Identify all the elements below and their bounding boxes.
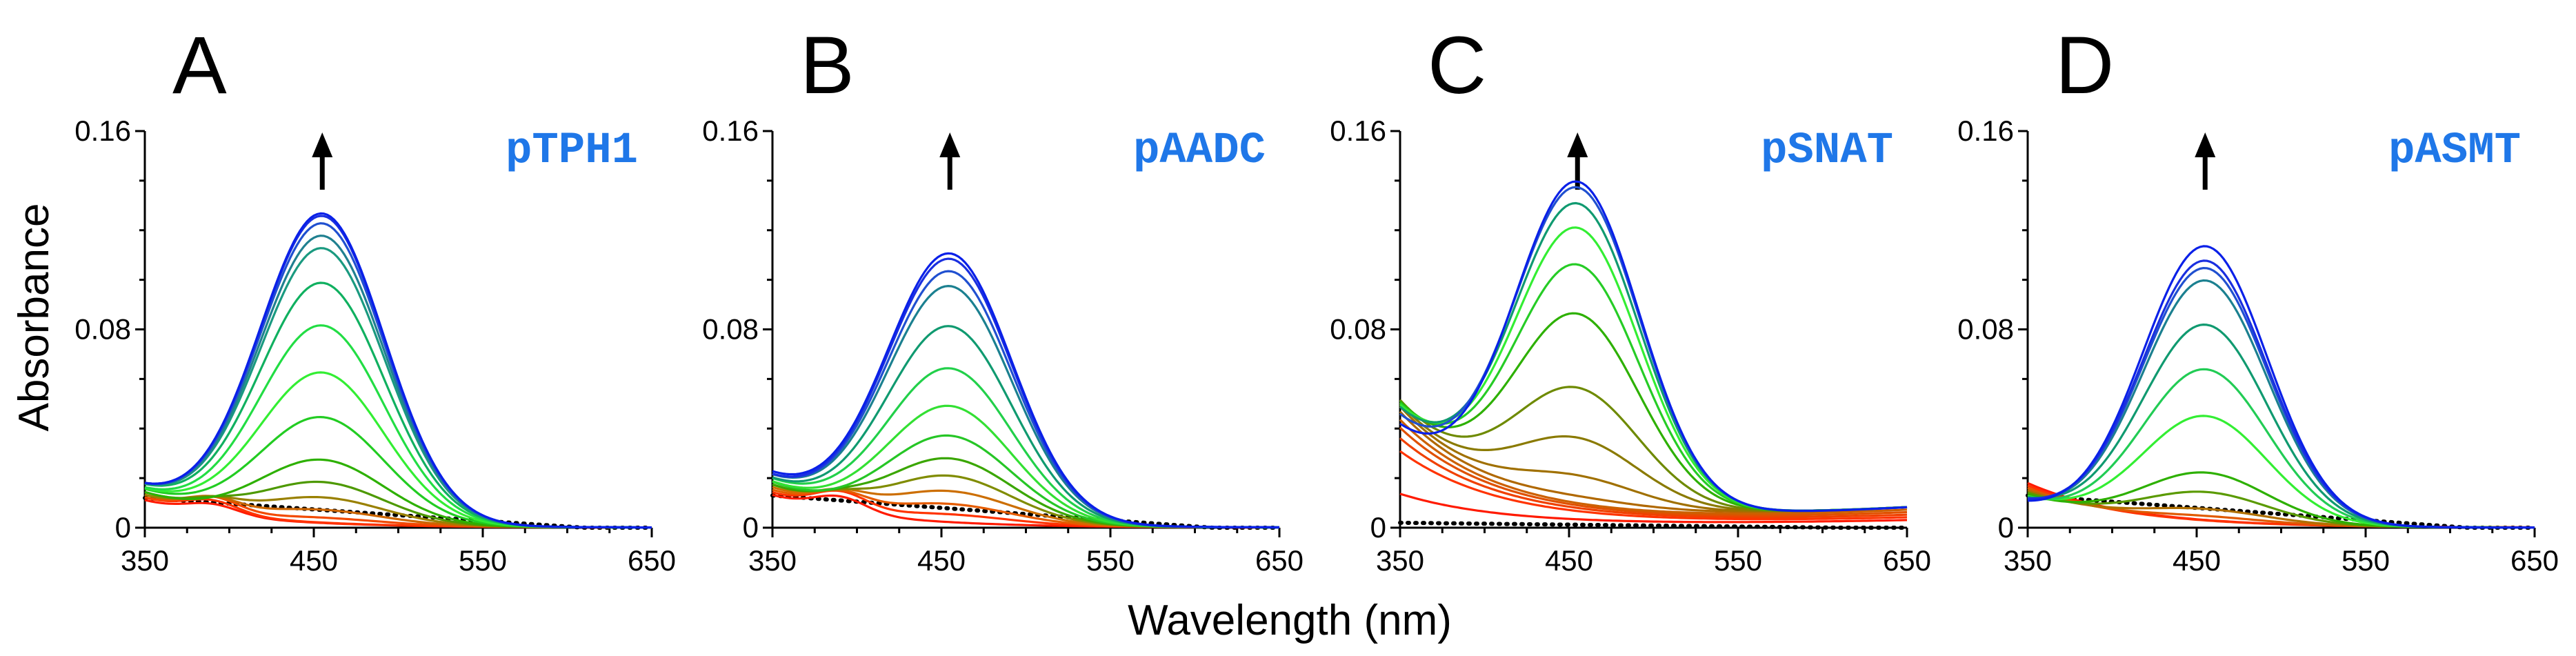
up-arrow-icon	[1567, 132, 1588, 157]
x-tick-label: 350	[2004, 544, 2052, 577]
x-tick-label: 650	[628, 544, 676, 577]
x-tick-label: 550	[459, 544, 507, 577]
y-axis-title: Absorbance	[10, 203, 58, 432]
x-tick-label: 350	[748, 544, 797, 577]
panel-tag: pASMT	[2388, 126, 2521, 176]
x-tick-label: 350	[1376, 544, 1424, 577]
spectrum-series-15	[1399, 180, 1908, 513]
spectrum-series-15	[144, 215, 652, 529]
y-tick-label: 0	[743, 511, 759, 544]
up-arrow-icon	[939, 132, 961, 157]
spectrum-series-4	[1399, 426, 1908, 517]
x-tick-label: 550	[1086, 544, 1135, 577]
x-tick-label: 350	[121, 544, 169, 577]
y-tick-label: 0.08	[1330, 313, 1386, 346]
x-tick-label: 650	[1883, 544, 1931, 577]
x-axis-title: Wavelength (nm)	[1128, 597, 1452, 644]
x-tick-label: 450	[2173, 544, 2221, 577]
panel-letter: D	[2055, 20, 2114, 111]
spectrum-series-10	[1399, 312, 1908, 512]
x-tick-label: 450	[1545, 544, 1593, 577]
spectrum-series-13	[2028, 245, 2535, 529]
spectrum-series-10	[772, 325, 1279, 529]
panel-letter: B	[800, 20, 855, 111]
x-tick-label: 450	[290, 544, 338, 577]
spectrum-series-1	[1399, 493, 1908, 524]
baseline-series	[1398, 520, 1909, 530]
spectrum-series-5	[1399, 419, 1908, 515]
y-tick-label: 0.16	[702, 115, 759, 147]
spectrum-series-9	[2027, 324, 2535, 529]
up-arrow-icon	[2195, 132, 2216, 157]
spectrum-series-3	[1399, 437, 1908, 519]
y-tick-label: 0.08	[1957, 313, 2014, 346]
y-tick-label: 0	[115, 511, 131, 544]
x-tick-label: 650	[2510, 544, 2559, 577]
panel-letter: A	[172, 20, 227, 111]
panel-tag: pTPH1	[506, 126, 638, 176]
spectrum-series-16	[144, 212, 652, 529]
y-tick-label: 0.08	[702, 313, 759, 346]
y-tick-label: 0.16	[1330, 115, 1386, 147]
spectrum-series-11	[144, 281, 652, 529]
spectrum-series-14	[772, 252, 1279, 529]
spectrum-series-11	[2027, 267, 2535, 529]
x-tick-label: 550	[1714, 544, 1762, 577]
panel-tag: pSNAT	[1761, 126, 1893, 176]
y-tick-label: 0	[1998, 511, 2014, 544]
x-tick-label: 650	[1255, 544, 1304, 577]
x-tick-label: 450	[917, 544, 966, 577]
y-tick-label: 0.16	[1957, 115, 2014, 147]
up-arrow-icon	[312, 132, 333, 157]
panel-tag: pAADC	[1133, 126, 1266, 176]
y-tick-label: 0	[1370, 511, 1386, 544]
panel-letter: C	[1428, 20, 1486, 111]
baseline-series	[770, 493, 1281, 530]
x-tick-label: 550	[2342, 544, 2390, 577]
y-tick-label: 0.08	[74, 313, 131, 346]
y-tick-label: 0.16	[74, 115, 131, 147]
spectrum-series-1	[2027, 481, 2535, 529]
spectrum-series-7	[772, 434, 1280, 529]
spectrum-series-2	[1399, 450, 1908, 521]
spectrum-series-14	[1399, 186, 1908, 513]
